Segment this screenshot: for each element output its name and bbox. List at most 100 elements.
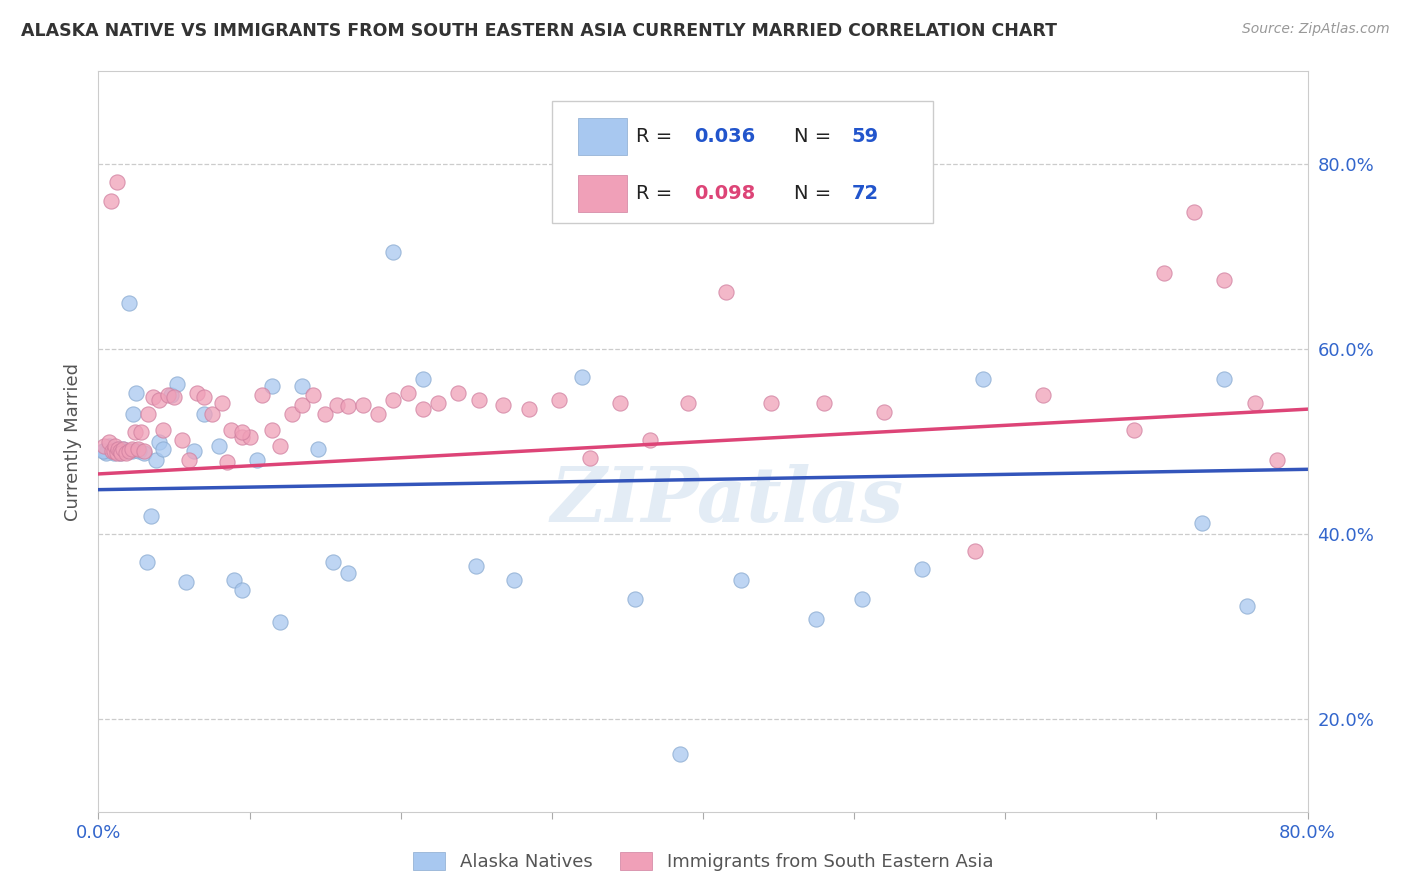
Point xyxy=(186,386,208,401)
Point xyxy=(128,443,150,458)
Point xyxy=(211,395,233,409)
Point xyxy=(121,443,143,458)
Point xyxy=(322,555,344,569)
Text: N =: N = xyxy=(793,127,837,146)
Point xyxy=(93,443,115,458)
Point xyxy=(412,371,434,385)
Point xyxy=(492,398,515,412)
Point xyxy=(166,377,188,392)
Point xyxy=(145,453,167,467)
Point xyxy=(114,445,136,459)
Point xyxy=(307,442,329,456)
Point xyxy=(174,575,197,590)
Point xyxy=(179,453,201,467)
Point xyxy=(730,574,752,588)
Point xyxy=(105,443,128,458)
Point xyxy=(132,443,155,458)
Point xyxy=(110,443,132,458)
Point xyxy=(91,443,114,458)
Point xyxy=(269,439,291,453)
Point xyxy=(100,194,122,208)
Point xyxy=(396,386,419,401)
Point xyxy=(152,442,174,456)
Legend: Alaska Natives, Immigrants from South Eastern Asia: Alaska Natives, Immigrants from South Ea… xyxy=(406,846,1000,879)
Point xyxy=(250,388,273,402)
Point xyxy=(326,398,349,412)
Point xyxy=(714,285,737,299)
Point xyxy=(1213,272,1236,286)
Point xyxy=(578,451,600,466)
Point xyxy=(759,395,782,409)
Point xyxy=(1236,599,1258,614)
Point xyxy=(129,425,152,440)
Point xyxy=(114,443,136,458)
Point xyxy=(336,400,359,414)
Point xyxy=(108,443,131,458)
Point xyxy=(101,443,124,458)
Point xyxy=(1213,371,1236,385)
Point xyxy=(638,433,661,447)
Point xyxy=(110,445,132,459)
Point xyxy=(105,445,128,459)
Point xyxy=(108,445,131,459)
Point xyxy=(163,390,186,404)
Point xyxy=(118,443,141,458)
Point xyxy=(972,371,994,385)
Point xyxy=(669,747,692,762)
Point xyxy=(183,443,205,458)
Text: R =: R = xyxy=(637,127,679,146)
Text: N =: N = xyxy=(793,184,837,203)
Point xyxy=(221,424,243,438)
Point xyxy=(111,443,134,458)
Point xyxy=(107,442,129,456)
FancyBboxPatch shape xyxy=(551,101,932,223)
Point xyxy=(122,407,145,421)
Text: 0.036: 0.036 xyxy=(695,127,756,146)
Point xyxy=(352,398,374,412)
Point xyxy=(118,295,141,310)
Text: ALASKA NATIVE VS IMMIGRANTS FROM SOUTH EASTERN ASIA CURRENTLY MARRIED CORRELATIO: ALASKA NATIVE VS IMMIGRANTS FROM SOUTH E… xyxy=(21,22,1057,40)
Point xyxy=(367,407,389,421)
Point xyxy=(156,388,179,402)
Point xyxy=(103,445,125,459)
Point xyxy=(125,386,148,401)
Point xyxy=(465,559,488,574)
Point xyxy=(107,442,129,456)
Point xyxy=(208,439,231,453)
Point xyxy=(98,434,121,449)
Bar xyxy=(578,118,627,155)
Point xyxy=(170,433,193,447)
Point xyxy=(135,555,157,569)
Point xyxy=(965,543,987,558)
Point xyxy=(447,386,470,401)
Point xyxy=(806,612,828,626)
Point xyxy=(124,425,146,440)
Point xyxy=(141,508,163,523)
Point xyxy=(1243,395,1265,409)
Point xyxy=(96,443,118,458)
Text: ZIPatlas: ZIPatlas xyxy=(551,464,904,538)
Point xyxy=(609,395,631,409)
Text: Source: ZipAtlas.com: Source: ZipAtlas.com xyxy=(1241,22,1389,37)
Point xyxy=(201,407,224,421)
Point xyxy=(468,392,491,407)
Point xyxy=(517,402,540,417)
Point xyxy=(103,443,125,458)
Point xyxy=(676,395,699,409)
Point xyxy=(262,379,284,393)
Point xyxy=(291,398,314,412)
Point xyxy=(1182,205,1205,219)
Point xyxy=(412,402,434,417)
Point xyxy=(231,582,253,597)
Point xyxy=(503,574,526,588)
Text: 59: 59 xyxy=(852,127,879,146)
Point xyxy=(239,430,262,444)
Point xyxy=(231,425,253,440)
Point xyxy=(302,388,325,402)
Point xyxy=(314,407,336,421)
Point xyxy=(427,395,450,409)
Point xyxy=(101,443,124,458)
Point xyxy=(104,443,127,458)
Point xyxy=(382,244,405,259)
Point xyxy=(105,175,128,189)
